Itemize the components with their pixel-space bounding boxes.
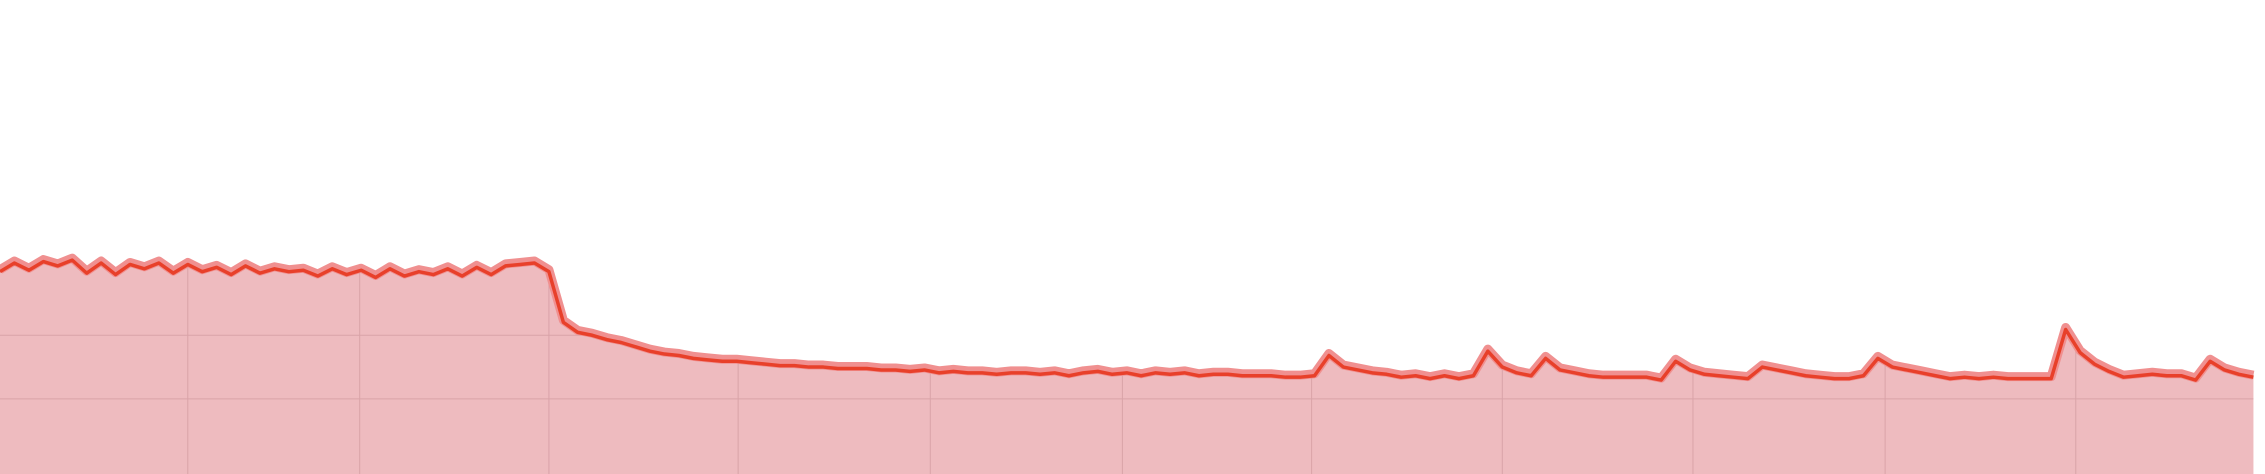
area-fill bbox=[0, 260, 2254, 474]
line bbox=[0, 258, 2254, 382]
